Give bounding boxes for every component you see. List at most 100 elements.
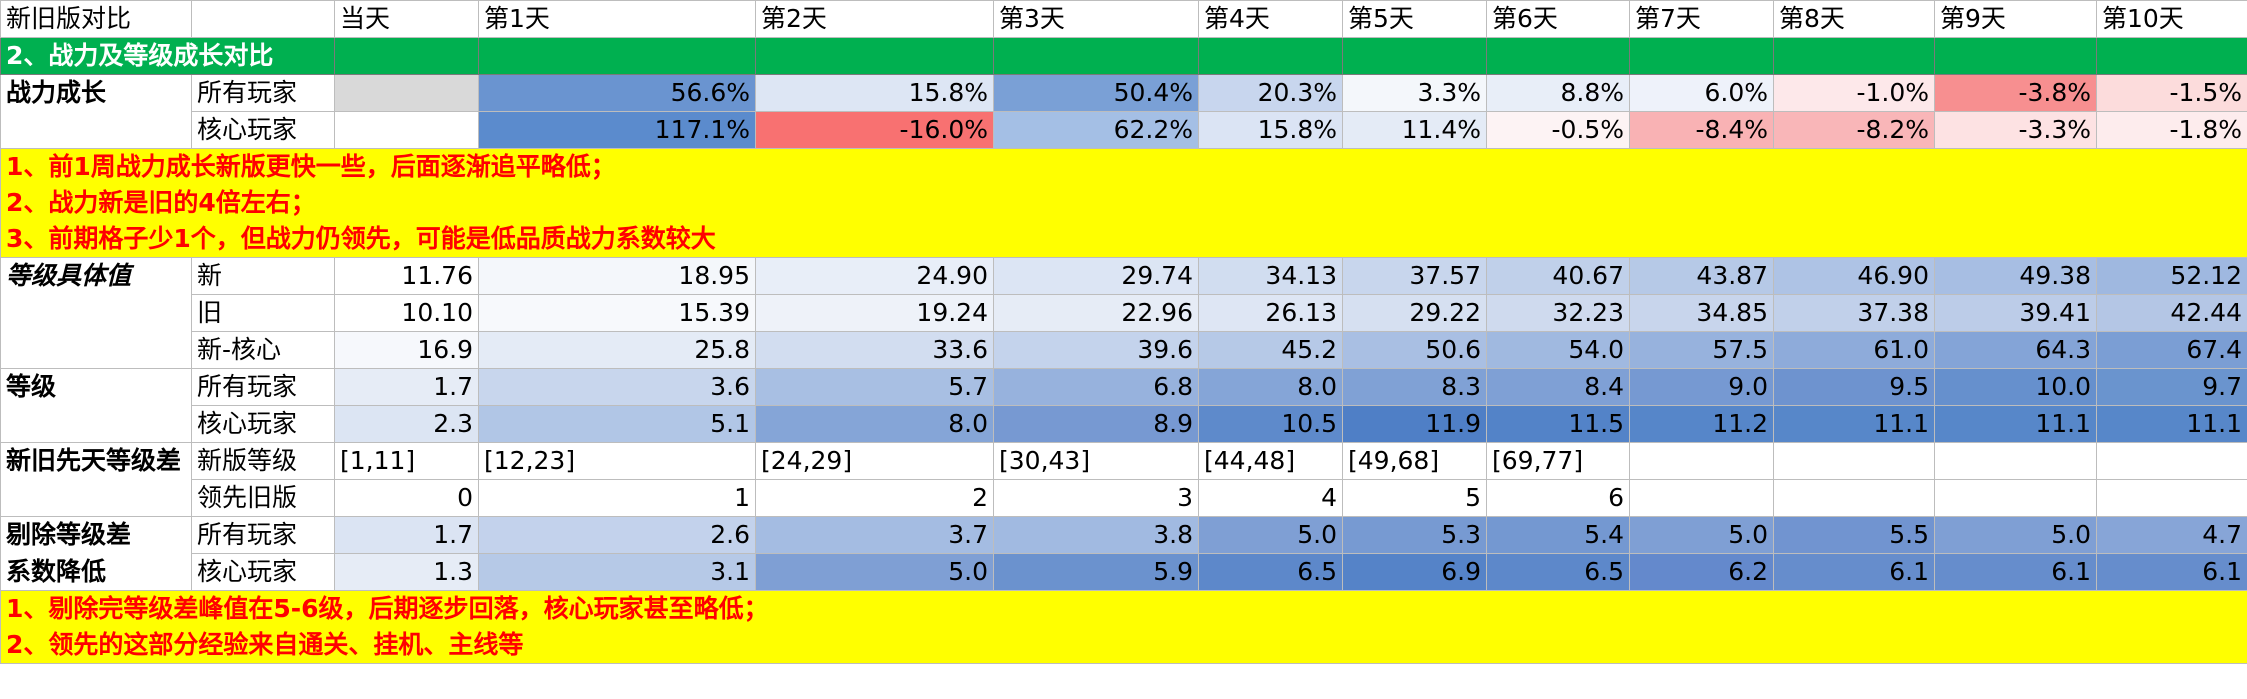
value-cell[interactable]: [44,48] [1198,442,1343,481]
value-cell[interactable]: 5.0 [755,553,994,592]
value-cell[interactable]: 1.3 [334,553,479,592]
value-cell[interactable] [1773,442,1935,481]
value-cell[interactable] [1629,442,1774,481]
value-cell[interactable]: 5.5 [1773,516,1935,555]
value-cell[interactable]: 8.0 [1198,368,1343,407]
value-cell[interactable]: 5.0 [1629,516,1774,555]
value-cell[interactable]: 6.0% [1629,74,1774,112]
value-cell[interactable]: 1.7 [334,516,479,555]
value-cell[interactable]: 6.1 [1773,553,1935,592]
value-cell[interactable]: 40.67 [1486,257,1630,296]
value-cell[interactable]: 39.41 [1934,294,2097,333]
sub-label-cell[interactable]: 核心玩家 [191,553,335,592]
innate-gap-label[interactable]: 新旧先天等级差 [0,442,192,480]
value-cell[interactable]: 8.9 [993,405,1199,444]
sub-label-cell[interactable]: 旧 [191,294,335,333]
value-cell[interactable]: 3.7 [755,516,994,555]
value-cell[interactable]: 45.2 [1198,331,1343,370]
sub-label-cell[interactable]: 所有玩家 [191,368,335,407]
value-cell[interactable]: 15.8% [1198,111,1343,149]
value-cell[interactable]: [24,29] [755,442,994,481]
sub-label-cell[interactable]: 新-核心 [191,331,335,370]
value-cell[interactable]: 37.38 [1773,294,1935,333]
value-cell[interactable]: 2.6 [478,516,756,555]
value-cell[interactable]: 8.8% [1486,74,1630,112]
section-fill-cell[interactable] [755,37,994,75]
value-cell[interactable]: 34.85 [1629,294,1774,333]
value-cell[interactable]: 50.4% [993,74,1199,112]
note-text[interactable]: 3、前期格子少1个，但战力仍领先，可能是低品质战力系数较大 [0,221,2247,259]
value-cell[interactable]: -8.4% [1629,111,1774,149]
value-cell[interactable]: 4 [1198,479,1343,518]
value-cell[interactable]: 34.13 [1198,257,1343,296]
value-cell[interactable]: 6.8 [993,368,1199,407]
value-cell[interactable]: 61.0 [1773,331,1935,370]
value-cell[interactable]: 20.3% [1198,74,1343,112]
value-cell[interactable] [1629,479,1774,518]
power-growth-label[interactable]: 战力成长 [0,74,192,112]
value-cell[interactable] [2096,442,2247,481]
section-fill-cell[interactable] [1486,37,1630,75]
day-header-cell[interactable]: 第4天 [1198,0,1343,38]
value-cell[interactable]: 62.2% [993,111,1199,149]
sub-label-cell[interactable]: 领先旧版 [191,479,335,518]
value-cell[interactable]: 11.9 [1342,405,1487,444]
value-cell[interactable]: 3.3% [1342,74,1487,112]
day-header-cell[interactable]: 第8天 [1773,0,1935,38]
value-cell[interactable]: 6.1 [1934,553,2097,592]
value-cell[interactable]: -16.0% [755,111,994,149]
label-cell-empty[interactable] [0,405,192,444]
value-cell[interactable] [2096,479,2247,518]
value-cell[interactable]: 5.7 [755,368,994,407]
value-cell[interactable]: 56.6% [478,74,756,112]
adjusted-label-line1[interactable]: 剔除等级差 [0,516,192,554]
value-cell[interactable]: 50.6 [1342,331,1487,370]
sub-label-cell[interactable]: 核心玩家 [191,405,335,444]
day-header-cell[interactable]: 第2天 [755,0,994,38]
value-cell[interactable]: -1.0% [1773,74,1935,112]
section-fill-cell[interactable] [478,37,756,75]
section-fill-cell[interactable] [993,37,1199,75]
value-cell[interactable]: -1.5% [2096,74,2247,112]
value-cell[interactable] [1934,479,2097,518]
value-cell[interactable]: 54.0 [1486,331,1630,370]
value-cell[interactable]: 29.22 [1342,294,1487,333]
value-cell[interactable]: 11.5 [1486,405,1630,444]
value-cell[interactable]: [69,77] [1486,442,1630,481]
sub-label-cell[interactable]: 新 [191,257,335,296]
value-cell[interactable]: 10.10 [334,294,479,333]
value-cell[interactable] [1773,479,1935,518]
value-cell[interactable]: 10.0 [1934,368,2097,407]
value-cell[interactable]: 24.90 [755,257,994,296]
sub-label-cell[interactable]: 所有玩家 [191,74,335,112]
value-cell[interactable]: 11.76 [334,257,479,296]
value-cell[interactable]: 33.6 [755,331,994,370]
value-cell[interactable]: 25.8 [478,331,756,370]
day-header-cell[interactable]: 第6天 [1486,0,1630,38]
section-fill-cell[interactable] [334,37,479,75]
value-cell[interactable]: 11.1 [2096,405,2247,444]
value-cell[interactable]: 22.96 [993,294,1199,333]
value-cell[interactable]: 0 [334,479,479,518]
day-header-cell[interactable]: 第3天 [993,0,1199,38]
value-cell[interactable]: 9.5 [1773,368,1935,407]
sheet-title-cell[interactable]: 新旧版对比 [0,0,192,38]
sub-label-cell[interactable]: 所有玩家 [191,516,335,555]
value-cell[interactable]: 16.9 [334,331,479,370]
value-cell[interactable]: 5.9 [993,553,1199,592]
value-cell[interactable] [334,111,479,149]
section-fill-cell[interactable] [1629,37,1774,75]
value-cell[interactable]: -3.8% [1934,74,2097,112]
value-cell[interactable]: 6 [1486,479,1630,518]
value-cell[interactable]: 3.8 [993,516,1199,555]
value-cell[interactable] [1934,442,2097,481]
value-cell[interactable]: 5.0 [1198,516,1343,555]
adjusted-label-line2[interactable]: 系数降低 [0,553,192,592]
sub-label-cell[interactable]: 新版等级 [191,442,335,481]
value-cell[interactable]: 1.7 [334,368,479,407]
label-cell-empty[interactable] [0,479,192,518]
value-cell[interactable]: 49.38 [1934,257,2097,296]
value-cell[interactable]: [12,23] [478,442,756,481]
value-cell[interactable]: 15.39 [478,294,756,333]
value-cell[interactable]: 19.24 [755,294,994,333]
